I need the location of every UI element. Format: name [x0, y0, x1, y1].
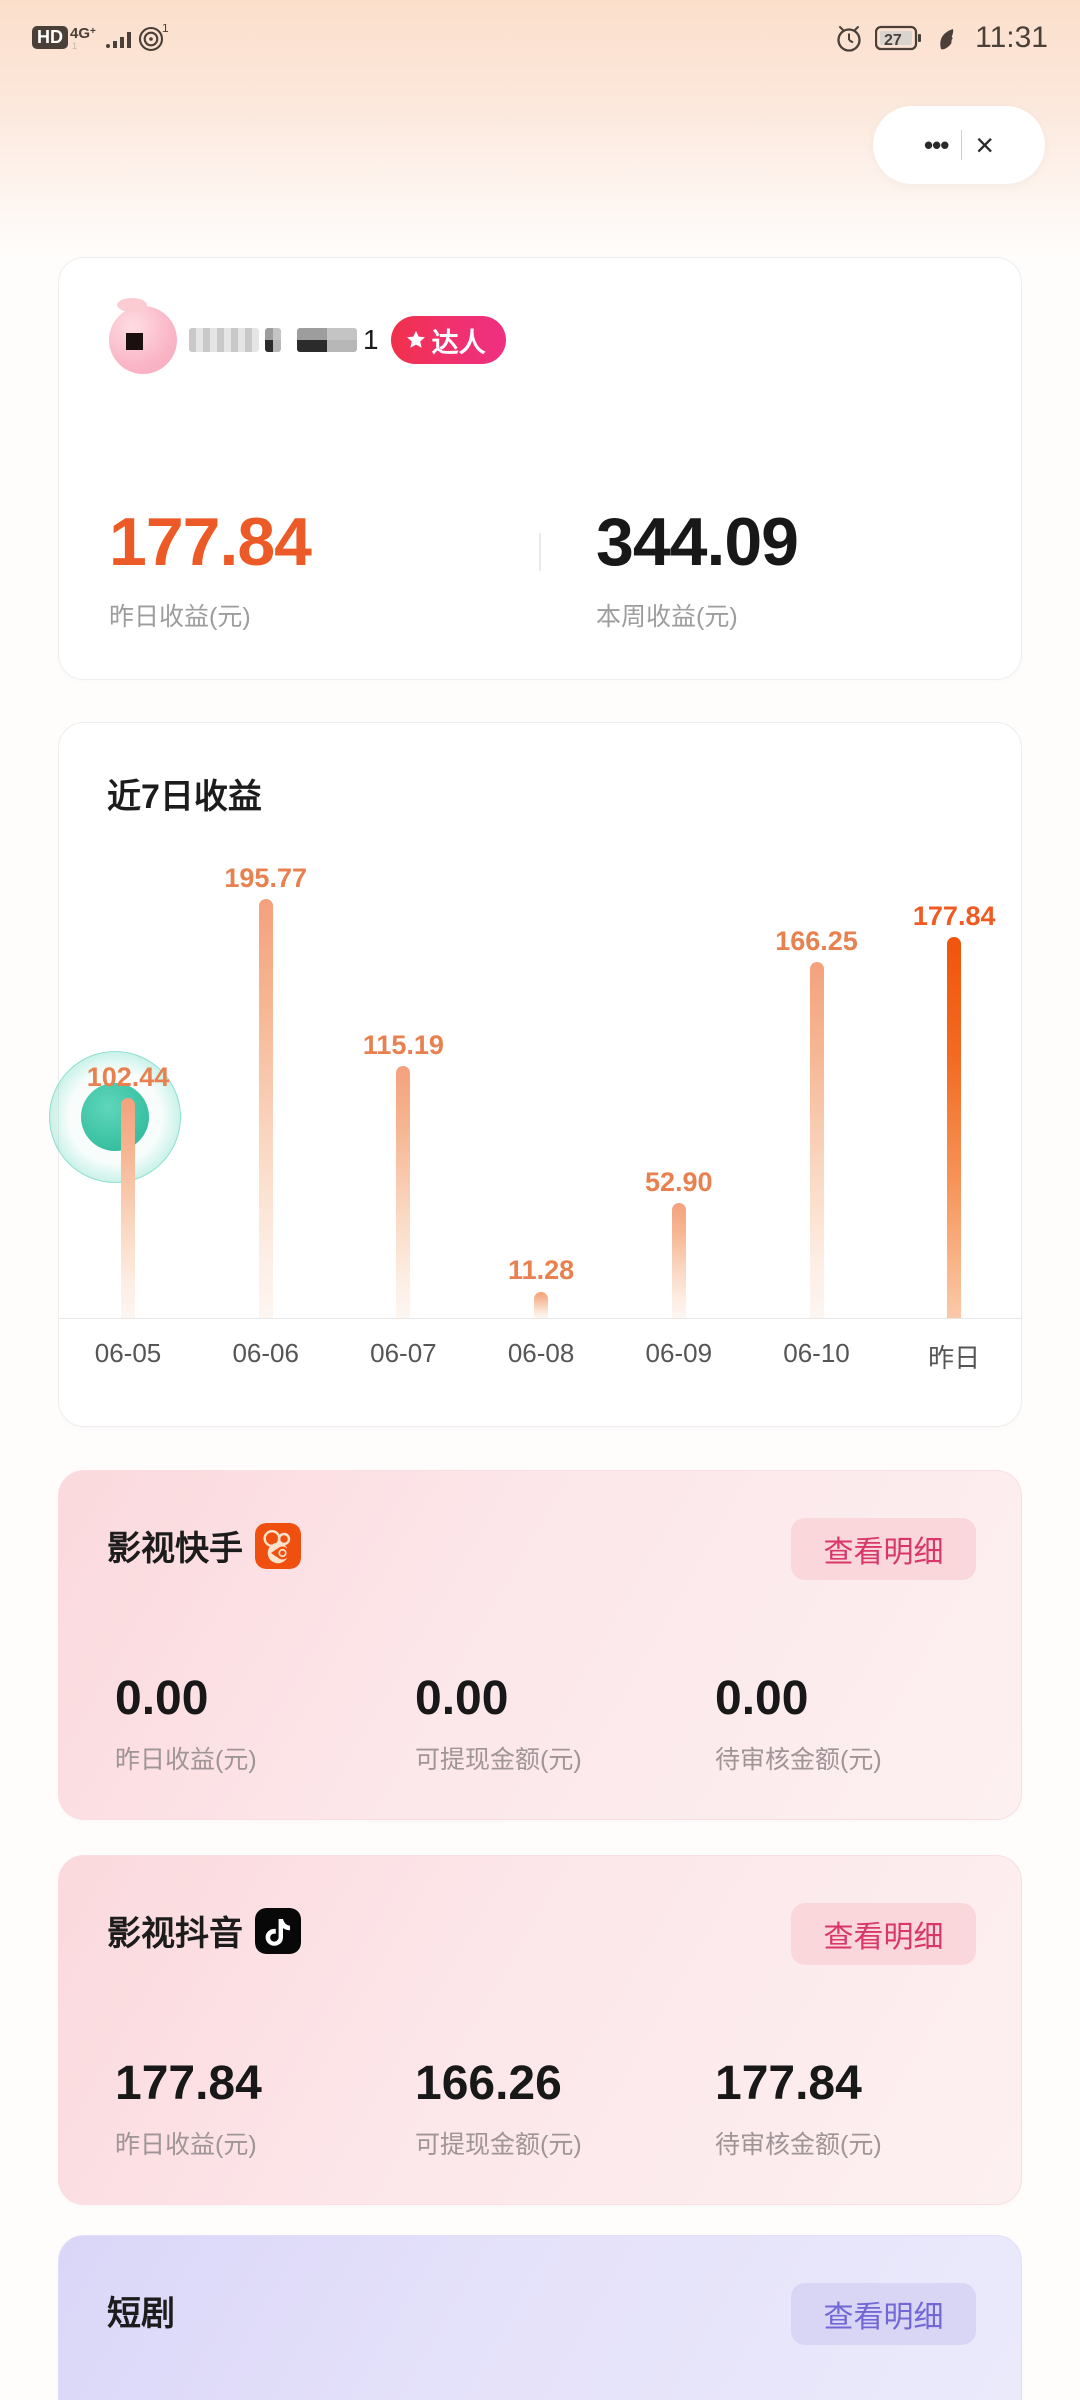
svg-text:27: 27 [884, 32, 902, 49]
svg-text:1: 1 [72, 41, 77, 51]
svg-text:4G+: 4G+ [70, 25, 96, 42]
svg-text:1: 1 [162, 24, 168, 35]
